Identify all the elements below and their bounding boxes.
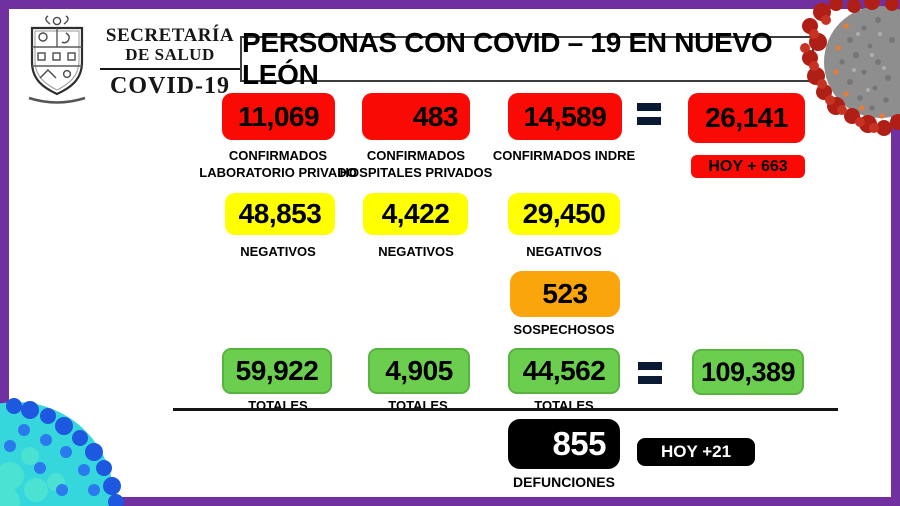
confirmados-today-badge: HOY + 663 — [691, 155, 805, 178]
totales-hospitales-box: 4,905 — [368, 348, 470, 394]
brand-covid-label: COVID-19 — [110, 72, 230, 99]
brand-text: SECRETARÍA DE SALUD COVID-19 — [100, 14, 240, 100]
negativos-hospitales-value: 4,422 — [381, 198, 450, 229]
confirmados-laboratorio-box: 11,069 — [222, 93, 335, 140]
defunciones-label: DEFUNCIONES — [513, 474, 615, 490]
confirmados-total-value: 26,141 — [705, 102, 788, 133]
confirmados-indre-label: CONFIRMADOS INDRE — [464, 148, 664, 165]
negativos-label-1: NEGATIVOS — [240, 244, 316, 259]
defunciones-box: 855 — [508, 419, 620, 469]
negativos-laboratorio-value: 48,853 — [238, 198, 322, 229]
confirmados-indre-value: 14,589 — [523, 100, 607, 132]
confirmados-hospitales-value: 483 — [412, 100, 459, 132]
confirmados-hospitales-box: 483 — [362, 93, 470, 140]
totales-indre-value: 44,562 — [522, 355, 606, 386]
coat-of-arms-icon — [28, 15, 86, 104]
defunciones-today-badge: HOY +21 — [637, 438, 755, 466]
label-line: LABORATORIO PRIVADO — [199, 164, 357, 180]
defunciones-value: 855 — [552, 425, 606, 462]
label-line: HOSPITALES PRIVADOS — [339, 164, 493, 180]
negativos-hospitales-box: 4,422 — [363, 193, 468, 235]
confirmados-hospitales-label: CONFIRMADOS HOSPITALES PRIVADOS — [316, 148, 516, 182]
totales-label-3: TOTALES — [534, 398, 594, 413]
confirmados-laboratorio-value: 11,069 — [237, 100, 320, 132]
negativos-indre-value: 29,450 — [522, 198, 606, 229]
totals-divider-line — [173, 408, 838, 411]
negativos-label-3: NEGATIVOS — [526, 244, 602, 259]
totales-total-value: 109,389 — [700, 356, 796, 387]
brand-line2: DE SALUD — [125, 44, 215, 64]
equals-icon — [637, 103, 661, 131]
negativos-label-2: NEGATIVOS — [378, 244, 454, 259]
sospechosos-box: 523 — [510, 271, 620, 317]
sospechosos-label: SOSPECHOSOS — [513, 322, 615, 337]
totales-hospitales-value: 4,905 — [385, 355, 453, 386]
secretaria-logo: SECRETARÍA DE SALUD COVID-19 — [22, 14, 240, 106]
coronavirus-image-bottom-left — [0, 398, 124, 506]
totales-laboratorio-value: 59,922 — [235, 355, 319, 386]
label-line: CONFIRMADOS INDRE — [492, 148, 636, 163]
equals-icon — [638, 362, 662, 390]
negativos-indre-box: 29,450 — [508, 193, 620, 235]
label-line: CONFIRMADOS — [228, 148, 328, 163]
page-title: PERSONAS CON COVID – 19 EN NUEVO LEÓN — [240, 27, 814, 90]
confirmados-total-box: 26,141 — [688, 93, 805, 143]
confirmados-indre-box: 14,589 — [508, 93, 622, 140]
totales-label-1: TOTALES — [248, 398, 308, 413]
totales-label-2: TOTALES — [388, 398, 448, 413]
negativos-laboratorio-box: 48,853 — [225, 193, 335, 235]
label-line: CONFIRMADOS — [366, 148, 466, 163]
totales-laboratorio-box: 59,922 — [222, 348, 332, 394]
confirmados-laboratorio-label: CONFIRMADOS LABORATORIO PRIVADO — [178, 148, 378, 182]
brand-line1: SECRETARÍA — [105, 25, 235, 46]
brand-divider — [100, 67, 240, 70]
totales-indre-box: 44,562 — [508, 348, 620, 394]
sospechosos-value: 523 — [542, 278, 588, 309]
totales-total-box: 109,389 — [692, 349, 804, 395]
